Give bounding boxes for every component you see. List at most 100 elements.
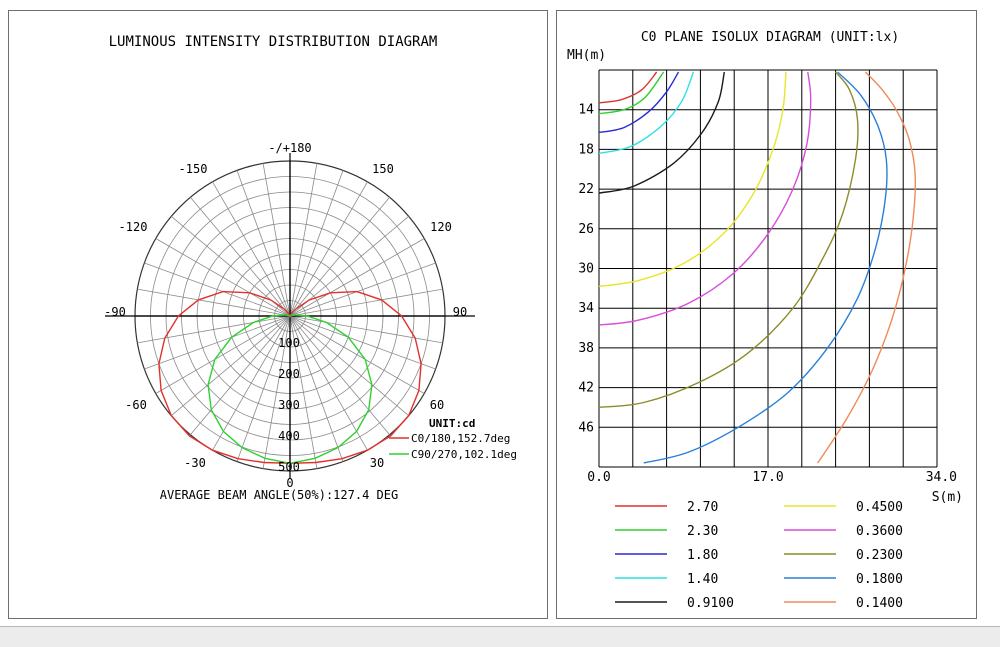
polar-spoke <box>190 315 291 435</box>
polar-spoke <box>289 315 425 394</box>
polar-spoke <box>289 181 368 317</box>
polar-legend: C0/180,152.7deg C90/270,102.1deg <box>389 432 517 461</box>
polar-spoke <box>212 181 291 317</box>
isolux-series-2 <box>598 71 680 134</box>
polar-spoke <box>171 315 291 416</box>
isolux-legend-label-6: 0.3600 <box>856 524 903 539</box>
beam-angle-footer: AVERAGE BEAM ANGLE(50%):127.4 DEG <box>160 488 398 502</box>
angle-label-0: 0 <box>286 476 293 490</box>
isolux-xtick-2: 34.0 <box>926 470 957 485</box>
isolux-ticks: 14 18 22 26 30 34 38 42 46 0.0 17.0 34.0 <box>578 103 957 485</box>
isolux-legend-label-3: 1.40 <box>687 572 718 587</box>
polar-spoke <box>144 262 291 317</box>
polar-spoke <box>212 315 291 451</box>
isolux-ytick-0: 14 <box>578 103 594 118</box>
polar-spoke <box>155 315 291 394</box>
polar-angle-labels: -/+180 -150 150 -120 120 -90 90 -60 60 -… <box>104 141 467 490</box>
polar-spoke <box>289 288 443 317</box>
polar-spoke <box>289 315 368 451</box>
isolux-panel: C0 PLANE ISOLUX DIAGRAM (UNIT:lx) MH(m) … <box>556 10 977 619</box>
polar-spoke <box>262 163 291 317</box>
polar-spoke <box>289 315 344 462</box>
polar-legend-label-1: C90/270,102.1deg <box>411 448 517 461</box>
intensity-distribution-panel: LUMINOUS INTENSITY DISTRIBUTION DIAGRAM … <box>8 10 548 619</box>
isolux-series-5 <box>598 71 787 288</box>
angle-label-120: 120 <box>430 220 452 234</box>
isolux-ytick-8: 46 <box>578 420 594 435</box>
angle-label-neg60: -60 <box>125 398 147 412</box>
angle-label-neg90: -90 <box>104 305 126 319</box>
polar-spoke <box>155 238 291 317</box>
angle-label-neg120: -120 <box>119 220 148 234</box>
isolux-series-3 <box>598 71 695 155</box>
polar-spoke <box>289 315 409 416</box>
radial-label-200: 200 <box>278 367 300 381</box>
polar-legend-label-0: C0/180,152.7deg <box>411 432 510 445</box>
polar-radial-labels: 100 200 300 400 500 <box>278 336 300 474</box>
isolux-chart: C0 PLANE ISOLUX DIAGRAM (UNIT:lx) MH(m) … <box>567 30 963 611</box>
polar-spoke <box>289 163 318 317</box>
polar-spoke <box>144 315 291 370</box>
isolux-legend-label-0: 2.70 <box>687 500 718 515</box>
isolux-legend: 2.70 2.30 1.80 1.40 0.9100 0.4500 0.3600 0.2300… <box>615 500 903 611</box>
isolux-ytick-7: 42 <box>578 381 594 396</box>
polar-spoke <box>137 288 291 317</box>
isolux-legend-label-1: 2.30 <box>687 524 718 539</box>
isolux-series-1 <box>598 71 665 115</box>
isolux-ytick-2: 22 <box>578 182 594 197</box>
polar-chart: LUMINOUS INTENSITY DISTRIBUTION DIAGRAM … <box>104 34 517 502</box>
isolux-title: C0 PLANE ISOLUX DIAGRAM (UNIT:lx) <box>641 30 899 45</box>
polar-grid <box>105 153 475 479</box>
isolux-xtick-1: 17.0 <box>752 470 783 485</box>
bottom-strip <box>0 626 1000 647</box>
polar-spoke <box>289 315 318 469</box>
isolux-series-4 <box>598 71 725 194</box>
polar-spoke <box>289 315 436 370</box>
radial-label-400: 400 <box>278 429 300 443</box>
radial-label-100: 100 <box>278 336 300 350</box>
isolux-curves <box>598 71 917 464</box>
angle-label-180: -/+180 <box>268 141 311 155</box>
polar-curves <box>158 290 422 465</box>
isolux-x-label: S(m) <box>932 490 963 505</box>
polar-spoke <box>190 197 291 317</box>
polar-spoke <box>289 170 344 317</box>
isolux-series-9 <box>817 71 917 464</box>
polar-spoke <box>262 315 291 469</box>
isolux-ytick-1: 18 <box>578 142 594 157</box>
radial-label-300: 300 <box>278 398 300 412</box>
isolux-series-7 <box>598 71 859 409</box>
isolux-legend-label-2: 1.80 <box>687 548 718 563</box>
isolux-legend-label-4: 0.9100 <box>687 596 734 611</box>
isolux-y-label: MH(m) <box>567 48 606 63</box>
isolux-legend-label-8: 0.1800 <box>856 572 903 587</box>
polar-spoke <box>289 315 443 344</box>
isolux-grid <box>598 69 938 468</box>
polar-spoke <box>289 262 436 317</box>
isolux-legend-label-9: 0.1400 <box>856 596 903 611</box>
isolux-ytick-3: 26 <box>578 222 594 237</box>
angle-label-neg30: -30 <box>184 456 206 470</box>
polar-spoke <box>289 315 390 435</box>
polar-spoke <box>289 238 425 317</box>
isolux-series-8 <box>643 71 888 464</box>
polar-unit: UNIT:cd <box>429 417 475 430</box>
angle-label-60: 60 <box>430 398 444 412</box>
isolux-series-6 <box>598 71 812 326</box>
angle-label-90: 90 <box>453 305 467 319</box>
polar-spoke <box>137 315 291 344</box>
isolux-ytick-6: 38 <box>578 341 594 356</box>
angle-label-neg150: -150 <box>179 162 208 176</box>
isolux-ytick-5: 34 <box>578 301 594 316</box>
radial-label-500: 500 <box>278 460 300 474</box>
polar-title: LUMINOUS INTENSITY DISTRIBUTION DIAGRAM <box>109 34 438 50</box>
angle-label-150: 150 <box>372 162 394 176</box>
polar-spoke <box>236 170 291 317</box>
isolux-series-0 <box>598 71 658 104</box>
isolux-xtick-0: 0.0 <box>587 470 610 485</box>
isolux-legend-label-7: 0.2300 <box>856 548 903 563</box>
polar-spoke <box>289 197 390 317</box>
isolux-ytick-4: 30 <box>578 262 594 277</box>
polar-series-1 <box>207 314 373 465</box>
